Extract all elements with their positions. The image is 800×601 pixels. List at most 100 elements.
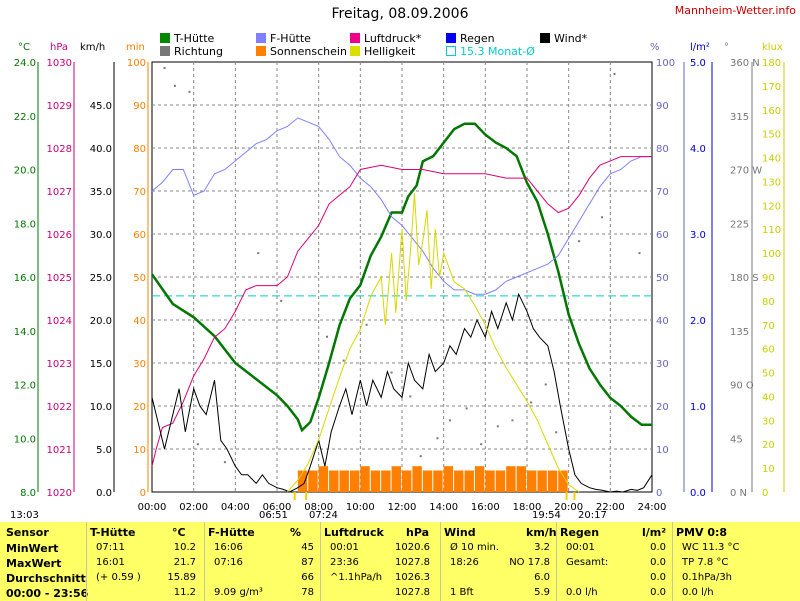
table-row-label: Sensor xyxy=(6,526,49,539)
table-header: T-Hütte xyxy=(90,526,136,539)
y-tick-label-kmh: 0.0 xyxy=(96,488,112,499)
table-cell-value: 78 xyxy=(301,587,314,598)
y-tick-label-celsius: 18.0 xyxy=(14,219,36,230)
y-tick-label-celsius: 8.0 xyxy=(20,488,36,499)
sunshine-bar xyxy=(527,470,537,492)
table-cell-value: 15.89 xyxy=(167,572,196,583)
y-tick-label-deg: 270 W xyxy=(730,166,762,177)
table-header-unit: °C xyxy=(172,526,186,539)
table-header-unit: l/m² xyxy=(642,526,667,539)
legend-label: Luftdruck* xyxy=(364,32,422,45)
table-cell-value: 1027.8 xyxy=(395,587,430,598)
y-tick-label-hpa: 1029 xyxy=(47,101,72,112)
table-cell: WC 11.3 °C xyxy=(682,542,740,553)
sunshine-bar xyxy=(516,466,526,492)
y-tick-label-min: 80 xyxy=(133,144,146,155)
wind-direction-point xyxy=(365,323,368,326)
y-tick-label-hpa: 1026 xyxy=(47,230,72,241)
x-tick-label: 20:00 xyxy=(554,502,583,513)
series-line xyxy=(151,117,652,295)
legend-label: T-Hütte xyxy=(174,32,215,45)
y-tick-label-kmh: 5.0 xyxy=(96,445,112,456)
y-tick-label-kmh: 45.0 xyxy=(90,101,112,112)
table-cell: (+ 0.59 ) xyxy=(96,572,141,583)
table-cell: Ø 10 min. xyxy=(450,542,499,553)
y-tick-label-deg: 135 xyxy=(730,327,749,338)
wind-direction-point xyxy=(419,455,422,458)
table-cell: 9.09 g/m³ xyxy=(214,587,263,598)
y-tick-label-klux: 180 xyxy=(762,58,781,69)
table-cell: 0.0 l/h xyxy=(682,587,714,598)
sunshine-bar xyxy=(360,466,370,492)
legend-label: Helligkeit xyxy=(364,45,416,58)
axis-header-deg: ° xyxy=(724,42,729,53)
x-tick-label: 06:00 xyxy=(263,502,292,513)
legend-swatch xyxy=(256,33,266,43)
sunshine-bar xyxy=(329,470,339,492)
wind-direction-point xyxy=(163,66,166,69)
y-tick-label-hpa: 1024 xyxy=(47,316,72,327)
sunshine-bar xyxy=(402,470,412,492)
y-tick-label-min: 10 xyxy=(133,445,146,456)
y-tick-label-min: 70 xyxy=(133,187,146,198)
table-cell: 00:01 xyxy=(566,542,595,553)
axis-header-pct: % xyxy=(650,42,660,53)
table-cell-value: 45 xyxy=(301,542,314,553)
y-tick-label-lm2: 4.0 xyxy=(690,144,706,155)
sunshine-bar xyxy=(537,470,547,492)
table-cell: 0.0 l/h xyxy=(566,587,598,598)
legend-label: Wind* xyxy=(554,32,588,45)
x-tick-label: 22:00 xyxy=(596,502,625,513)
wind-direction-point xyxy=(223,461,226,464)
y-tick-label-celsius: 12.0 xyxy=(14,381,36,392)
table-column-divider xyxy=(440,522,441,601)
y-tick-label-celsius: 10.0 xyxy=(14,434,36,445)
y-tick-label-deg: 180 S xyxy=(730,273,759,284)
y-tick-label-celsius: 16.0 xyxy=(14,273,36,284)
table-cell-value: 0.0 xyxy=(650,542,666,553)
table-cell-value: 0.0 xyxy=(650,572,666,583)
table-cell-value: 0.0 xyxy=(650,587,666,598)
legend-label: 15.3 Monat-Ø xyxy=(460,45,535,58)
sunshine-bar xyxy=(558,470,568,492)
wind-direction-point xyxy=(196,443,199,446)
wind-direction-point xyxy=(613,72,616,75)
y-tick-label-pct: 90 xyxy=(656,101,669,112)
legend-label: F-Hütte xyxy=(270,32,311,45)
wind-direction-point xyxy=(530,401,533,404)
wind-direction-point xyxy=(496,425,499,428)
y-tick-label-min: 90 xyxy=(133,101,146,112)
y-tick-label-kmh: 40.0 xyxy=(90,144,112,155)
wind-direction-point xyxy=(390,371,393,374)
y-tick-label-deg: 360 N xyxy=(730,58,760,69)
table-cell: ^1.1hPa/h xyxy=(330,572,383,583)
y-tick-label-hpa: 1025 xyxy=(47,273,72,284)
y-tick-label-min: 20 xyxy=(133,402,146,413)
sunshine-bar xyxy=(370,470,381,492)
y-tick-label-pct: 70 xyxy=(656,187,669,198)
y-tick-label-min: 60 xyxy=(133,230,146,241)
table-cell-value: 66 xyxy=(301,572,314,583)
legend-swatch xyxy=(350,46,360,56)
y-tick-label-hpa: 1027 xyxy=(47,187,72,198)
legend-item: T-Hütte xyxy=(160,32,214,45)
y-tick-label-celsius: 24.0 xyxy=(14,58,36,69)
y-tick-label-pct: 80 xyxy=(656,144,669,155)
y-tick-label-kmh: 35.0 xyxy=(90,187,112,198)
sunshine-bar xyxy=(349,470,360,492)
legend-item: Wind* xyxy=(540,32,587,45)
y-tick-label-lm2: 0.0 xyxy=(690,488,706,499)
site-name[interactable]: Mannheim-Wetter.info xyxy=(674,4,796,17)
table-header: Regen xyxy=(560,526,600,539)
sunrise-v-time: 07:24 xyxy=(309,510,338,521)
table-header-unit: % xyxy=(290,526,302,539)
y-tick-label-min: 40 xyxy=(133,316,146,327)
y-tick-label-deg: 315 xyxy=(730,112,749,123)
y-tick-label-klux: 80 xyxy=(762,297,775,308)
sunshine-bar xyxy=(412,466,422,492)
y-tick-label-min: 100 xyxy=(127,58,146,69)
chart-title: Freitag, 08.09.2006 xyxy=(331,6,469,22)
x-tick-label: 16:00 xyxy=(471,502,500,513)
legend-swatch xyxy=(540,33,550,43)
table-cell: Gesamt: xyxy=(566,557,609,568)
